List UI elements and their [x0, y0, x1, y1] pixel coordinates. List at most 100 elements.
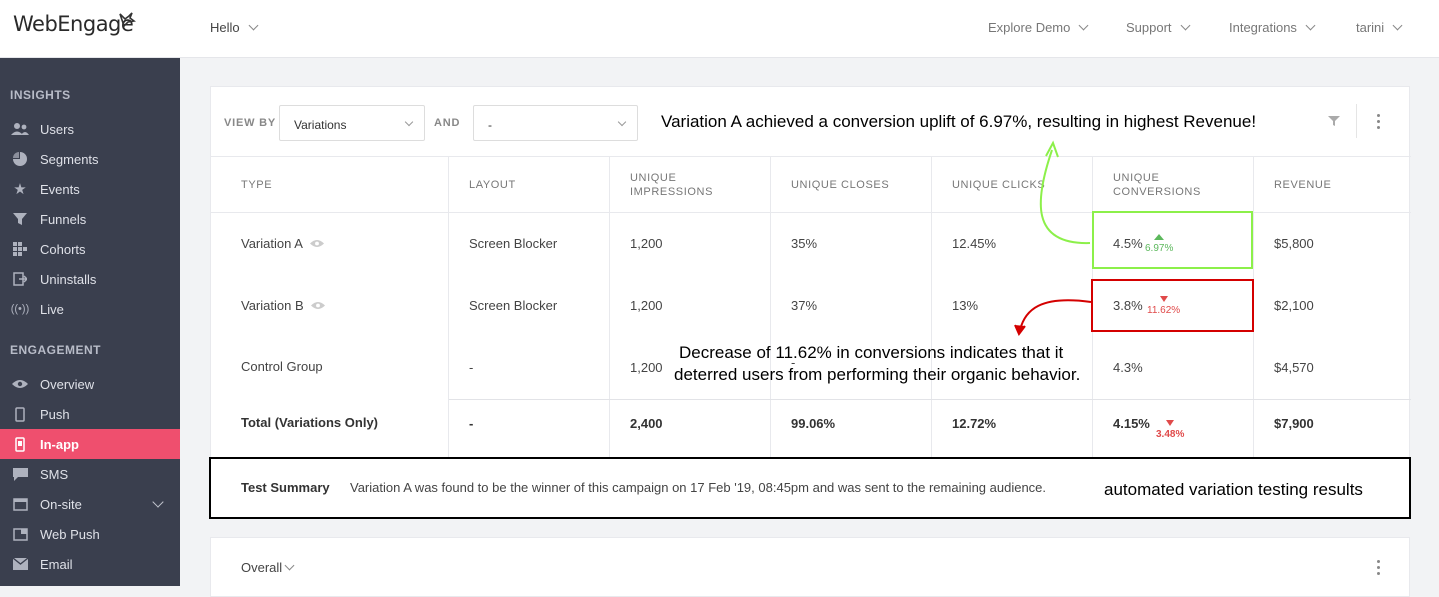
sidebar-item-push[interactable]: Push: [0, 399, 180, 429]
logo[interactable]: WebEngage: [13, 12, 134, 36]
sidebar-item-funnels[interactable]: Funnels: [0, 204, 180, 234]
closes-cell: -: [791, 355, 796, 370]
variation-results-card: VIEW BY Variations AND - Variation A ach…: [210, 86, 1411, 458]
nav-integrations[interactable]: Integrations: [1229, 20, 1316, 35]
column-divider: [609, 157, 610, 457]
header-unique-impressions: UNIQUE IMPRESSIONS: [630, 171, 713, 199]
sidebar-item-label: Events: [40, 181, 80, 197]
sidebar-item-label: Overview: [40, 376, 95, 392]
sidebar-item-events[interactable]: ★ Events: [0, 174, 180, 204]
layout-cell: Screen Blocker: [469, 298, 558, 313]
sidebar-item-on-site[interactable]: On-site: [0, 489, 180, 519]
impressions-cell: 1,200: [630, 236, 663, 251]
type-label: Variation A: [241, 236, 303, 251]
row-divider: [449, 399, 1411, 400]
project-name: Hello: [210, 20, 240, 35]
layout-cell: Screen Blocker: [469, 236, 558, 251]
header-line: UNIQUE: [1113, 172, 1160, 184]
summary-title: Test Summary: [241, 480, 330, 495]
conversions-cell: 4.3%: [1113, 360, 1143, 375]
overall-label: Overall: [241, 560, 283, 575]
arrow-up-icon: [1154, 234, 1165, 240]
header-revenue: REVENUE: [1274, 179, 1332, 191]
sidebar-item-label: Cohorts: [40, 241, 86, 257]
sidebar-item-label: Email: [40, 556, 73, 572]
sidebar-item-label: In-app: [40, 436, 79, 452]
type-cell: Variation B: [241, 298, 326, 313]
sidebar-item-sms[interactable]: SMS: [0, 459, 180, 489]
sidebar-item-cohorts[interactable]: Cohorts: [0, 234, 180, 264]
top-bar: WebEngage Hello Explore Demo Support Int…: [0, 0, 1439, 58]
clicks-cell: 12.45%: [952, 236, 997, 251]
chevron-down-icon: [284, 560, 295, 571]
annotation-decrease: Decrease of 11.62% in conversions indica…: [674, 342, 1081, 386]
sidebar-item-in-app[interactable]: In-app: [0, 429, 180, 459]
sidebar-item-live[interactable]: ((•)) Live: [0, 294, 180, 324]
sidebar-item-email[interactable]: Email: [0, 549, 180, 579]
revenue-cell: $5,800: [1274, 236, 1314, 251]
eye-icon[interactable]: [311, 301, 326, 310]
nav-explore-demo[interactable]: Explore Demo: [988, 20, 1089, 35]
conversions-cell: 4.5%: [1113, 236, 1143, 251]
type-cell: Total (Variations Only): [241, 415, 379, 430]
exit-icon: [10, 271, 30, 287]
logo-bird-icon: [119, 12, 136, 28]
sidebar-item-users[interactable]: Users: [0, 114, 180, 144]
column-divider: [770, 157, 771, 457]
section-insights: INSIGHTS: [10, 88, 71, 102]
clicks-cell: 13%: [952, 298, 979, 313]
sidebar-item-web-push[interactable]: Web Push: [0, 519, 180, 549]
conversions-cell: 3.8%: [1113, 298, 1143, 313]
view-by-select[interactable]: Variations: [279, 105, 425, 141]
eye-icon[interactable]: [309, 239, 324, 248]
filter-icon[interactable]: [1328, 115, 1340, 127]
inapp-icon: [10, 436, 30, 452]
broadcast-icon: ((•)): [10, 303, 30, 315]
annotation-line: deterred users from performing their org…: [674, 365, 1081, 384]
chat-icon: [10, 466, 30, 482]
more-options-icon[interactable]: [1377, 114, 1381, 132]
revenue-cell: $2,100: [1274, 298, 1314, 313]
header-line: UNIQUE: [630, 172, 677, 184]
nav-support[interactable]: Support: [1126, 20, 1190, 35]
highlight-variation-b-conversion: [1091, 279, 1254, 332]
sidebar-item-uninstalls[interactable]: Uninstalls: [0, 264, 180, 294]
type-cell: Control Group: [241, 359, 323, 374]
impressions-cell: 1,200: [630, 360, 663, 375]
header-unique-conversions: UNIQUE CONVERSIONS: [1113, 171, 1201, 199]
and-value: -: [488, 118, 492, 132]
project-selector[interactable]: Hello: [210, 20, 259, 35]
sidebar-item-segments[interactable]: Segments: [0, 144, 180, 174]
more-options-icon[interactable]: [1377, 560, 1381, 578]
annotation-summary: automated variation testing results: [1104, 480, 1363, 499]
header-line: CONVERSIONS: [1113, 186, 1201, 198]
sidebar-item-overview[interactable]: Overview: [0, 369, 180, 399]
type-cell: Variation A: [241, 236, 324, 251]
and-select[interactable]: -: [473, 105, 638, 141]
type-label: Variation B: [241, 298, 304, 313]
section-engagement: ENGAGEMENT: [10, 343, 102, 357]
revenue-cell: $7,900: [1274, 416, 1314, 431]
sidebar-item-label: Segments: [40, 151, 99, 167]
and-label: AND: [434, 117, 461, 129]
closes-cell: 37%: [791, 298, 818, 313]
nav-user-menu[interactable]: tarini: [1356, 20, 1403, 35]
column-divider: [448, 157, 449, 457]
users-icon: [10, 121, 30, 137]
highlight-variation-a-conversion: [1092, 211, 1253, 269]
header-type: TYPE: [241, 179, 273, 191]
nav-label: Integrations: [1229, 20, 1297, 35]
overall-card: Overall: [210, 537, 1410, 597]
test-summary: Test Summary Variation A was found to be…: [209, 457, 1411, 519]
overall-selector[interactable]: Overall: [241, 560, 295, 575]
summary-text: Variation A was found to be the winner o…: [350, 480, 1047, 495]
nav-label: Explore Demo: [988, 20, 1071, 35]
layout-cell: -: [469, 360, 474, 375]
header-layout: LAYOUT: [469, 179, 516, 191]
delta-down: 11.62%: [1147, 296, 1180, 316]
closes-cell: 99.06%: [791, 416, 836, 431]
nav-label: Support: [1126, 20, 1172, 35]
grid-icon: [10, 241, 30, 257]
header-unique-clicks: UNIQUE CLICKS: [952, 179, 1046, 191]
impressions-cell: 2,400: [630, 416, 663, 431]
